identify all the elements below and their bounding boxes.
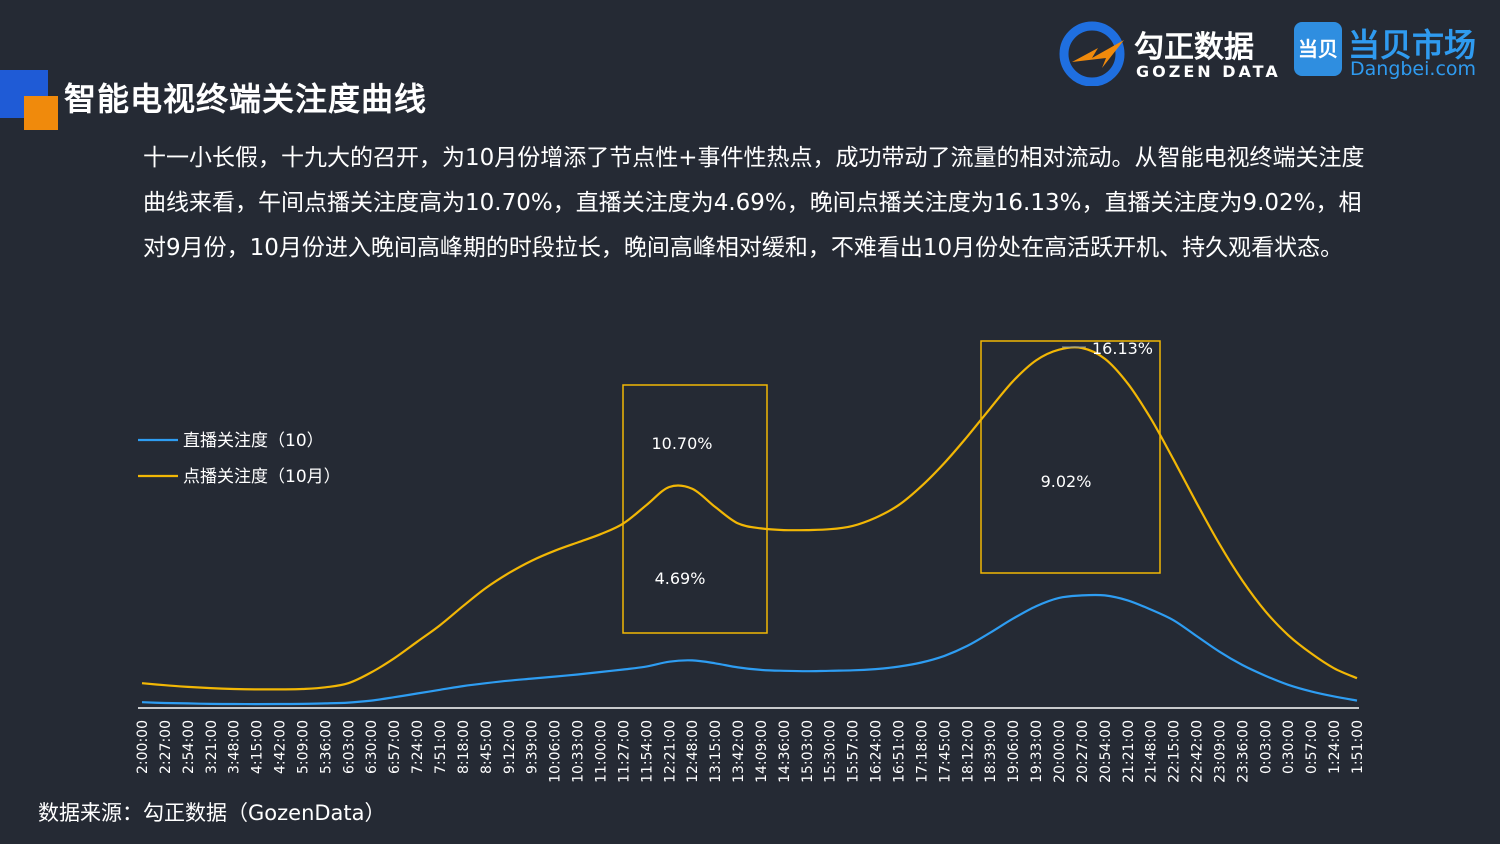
x-tick-label: 1:51:00 <box>1350 720 1366 774</box>
midday-highlight-box <box>622 384 768 634</box>
x-tick-label: 9:39:00 <box>525 720 541 774</box>
dangbei-logo-icon: 当贝 <box>1294 22 1342 76</box>
page-title: 智能电视终端关注度曲线 <box>64 80 428 118</box>
x-tick-label: 2:00:00 <box>135 720 151 774</box>
gozen-logo-en: GOZEN DATA <box>1136 62 1281 81</box>
x-tick-label: 6:57:00 <box>387 720 403 774</box>
x-tick-label: 4:15:00 <box>250 720 266 774</box>
gozen-logo-cn: 勾正数据 <box>1134 30 1254 65</box>
gozen-logo: 勾正数据 GOZEN DATA <box>1058 18 1288 88</box>
annotation-midday-vod: 10.70% <box>651 434 712 453</box>
vod-series-line <box>141 346 1358 691</box>
x-tick-label: 2:54:00 <box>181 720 197 774</box>
x-tick-label: 10:06:00 <box>548 720 564 783</box>
x-tick-label: 14:36:00 <box>777 720 793 783</box>
x-tick-label: 15:03:00 <box>800 720 816 783</box>
x-tick-label: 22:15:00 <box>1167 720 1183 783</box>
x-tick-label: 18:39:00 <box>983 720 999 783</box>
x-tick-label: 0:30:00 <box>1281 720 1297 774</box>
x-tick-label: 17:45:00 <box>937 720 953 783</box>
dangbei-logo-en: Dangbei.com <box>1350 58 1477 80</box>
evening-highlight-box <box>980 340 1161 574</box>
x-tick-label: 11:54:00 <box>639 720 655 783</box>
x-tick-label: 11:00:00 <box>593 720 609 783</box>
x-tick-label: 8:18:00 <box>456 720 472 774</box>
x-tick-label: 12:48:00 <box>685 720 701 783</box>
legend-vod-label: 点播关注度（10月） <box>183 467 341 487</box>
x-tick-label: 23:36:00 <box>1235 720 1251 783</box>
gozen-logo-icon <box>1059 21 1125 86</box>
x-tick-label: 22:42:00 <box>1190 720 1206 783</box>
x-tick-label: 17:18:00 <box>914 720 930 783</box>
description-text: 十一小长假，十九大的召开，为10月份增添了节点性+事件性热点，成功带动了流量的相… <box>143 145 1365 261</box>
x-tick-label: 16:51:00 <box>892 720 908 783</box>
x-tick-label: 18:12:00 <box>960 720 976 783</box>
x-tick-label: 21:48:00 <box>1144 720 1160 783</box>
x-tick-label: 21:21:00 <box>1121 720 1137 783</box>
x-tick-label: 20:54:00 <box>1098 720 1114 783</box>
x-tick-label: 10:33:00 <box>571 720 587 783</box>
x-tick-label: 0:03:00 <box>1258 720 1274 774</box>
x-tick-label: 23:09:00 <box>1212 720 1228 783</box>
x-tick-label: 19:33:00 <box>1029 720 1045 783</box>
x-tick-label: 6:03:00 <box>341 720 357 774</box>
live-series-line <box>141 593 1358 706</box>
x-tick-label: 19:06:00 <box>1006 720 1022 783</box>
x-tick-label: 13:42:00 <box>731 720 747 783</box>
annotation-evening-vod: 16.13% <box>1092 339 1153 358</box>
x-tick-label: 12:21:00 <box>662 720 678 783</box>
legend-live-label: 直播关注度（10） <box>183 431 324 451</box>
x-tick-label: 2:27:00 <box>158 720 174 774</box>
annotation-midday-live: 4.69% <box>655 569 706 588</box>
x-tick-label: 0:57:00 <box>1304 720 1320 774</box>
x-tick-label: 14:09:00 <box>754 720 770 783</box>
title-decoration-orange <box>24 96 58 130</box>
x-tick-label: 9:12:00 <box>502 720 518 774</box>
x-tick-label: 3:21:00 <box>204 720 220 774</box>
x-tick-label: 1:24:00 <box>1327 720 1343 774</box>
x-tick-label: 5:09:00 <box>295 720 311 774</box>
dangbei-logo: 当贝 当贝市场 Dangbei.com <box>1294 20 1484 84</box>
x-tick-label: 5:36:00 <box>318 720 334 774</box>
x-tick-label: 20:27:00 <box>1075 720 1091 783</box>
x-tick-label: 11:27:00 <box>616 720 632 783</box>
x-tick-label: 20:00:00 <box>1052 720 1068 783</box>
x-tick-label: 7:24:00 <box>410 720 426 774</box>
x-tick-label: 15:57:00 <box>846 720 862 783</box>
x-tick-label: 15:30:00 <box>823 720 839 783</box>
x-tick-label: 7:51:00 <box>433 720 449 774</box>
data-source: 数据来源：勾正数据（GozenData） <box>38 801 386 825</box>
x-tick-label: 16:24:00 <box>869 720 885 783</box>
dangbei-logo-cn: 当贝市场 <box>1348 26 1477 64</box>
x-tick-label: 4:42:00 <box>273 720 289 774</box>
x-tick-label: 3:48:00 <box>227 720 243 774</box>
x-tick-label: 6:30:00 <box>364 720 380 774</box>
x-tick-label: 13:15:00 <box>708 720 724 783</box>
x-tick-label: 8:45:00 <box>479 720 495 774</box>
annotation-evening-live: 9.02% <box>1041 472 1092 491</box>
